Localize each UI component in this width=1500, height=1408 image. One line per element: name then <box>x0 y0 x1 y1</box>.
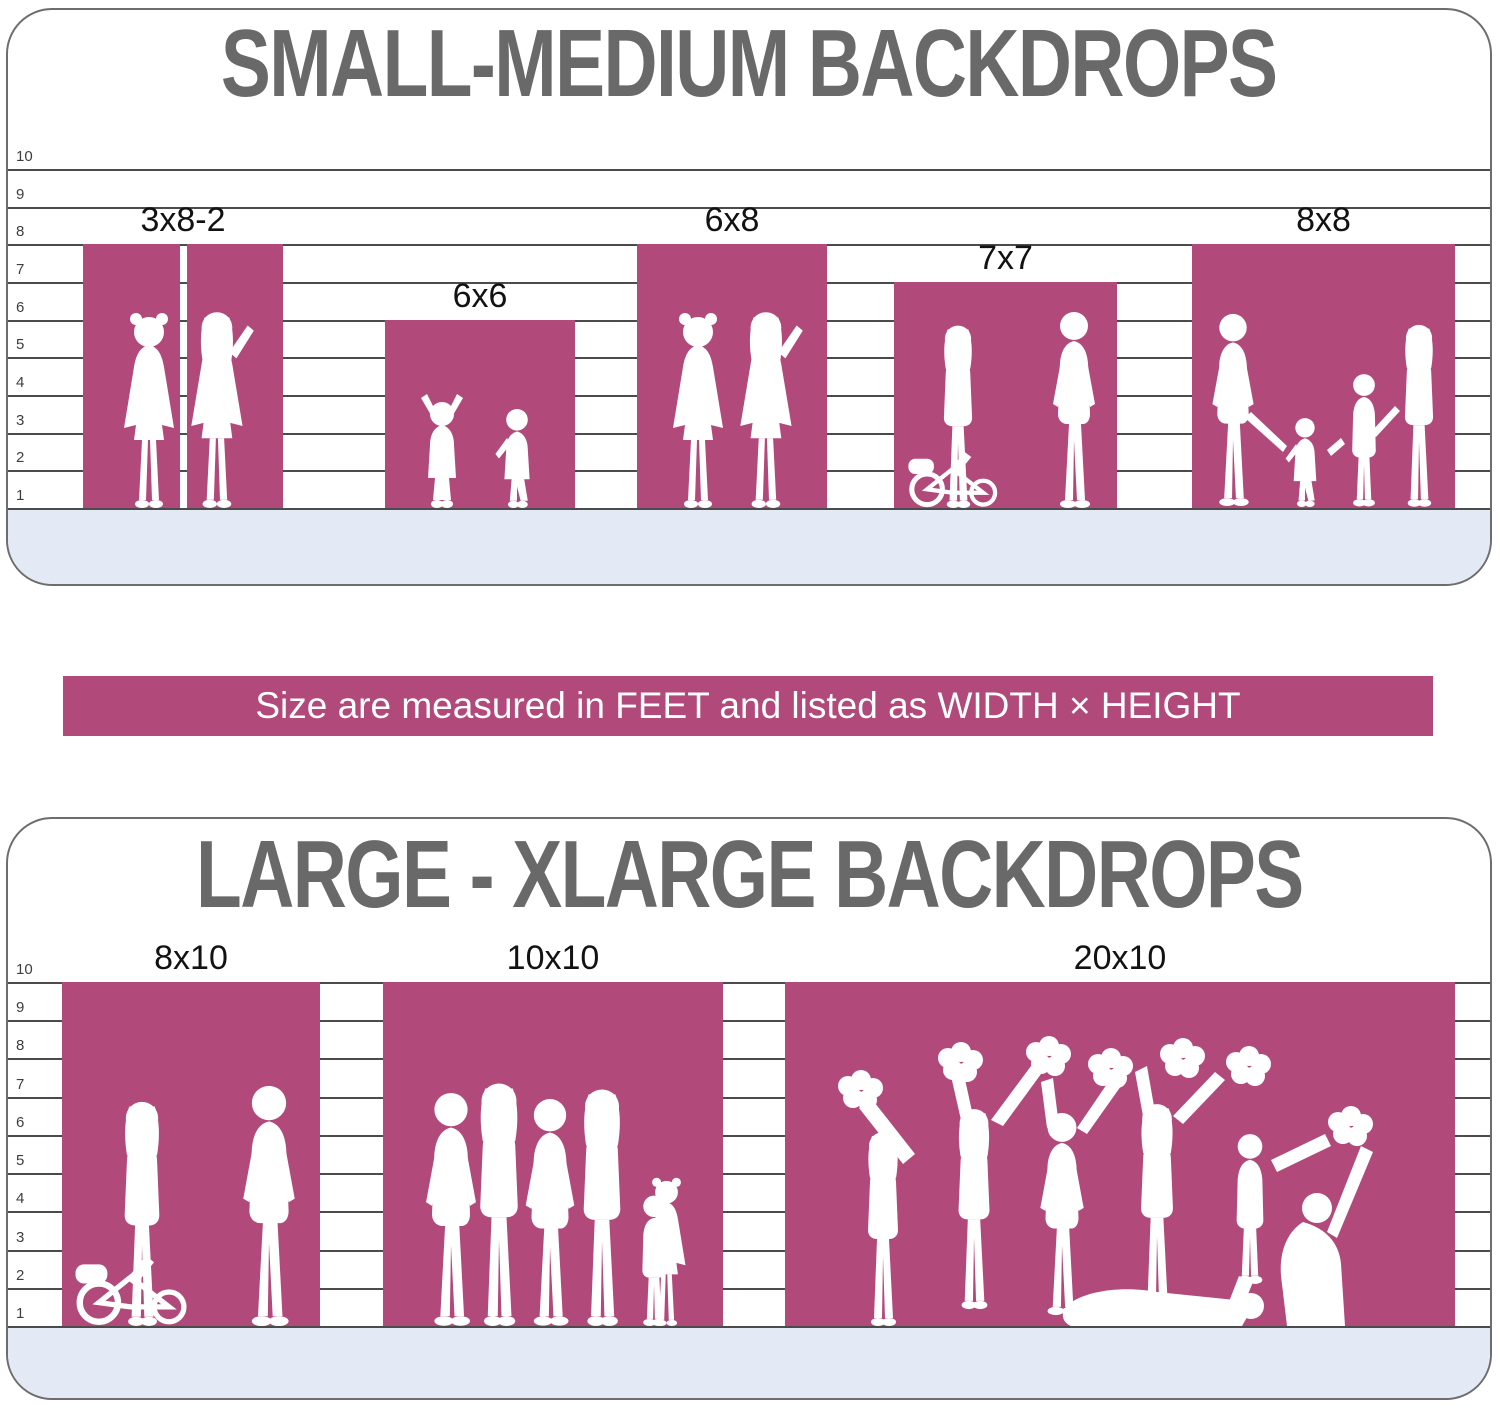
panel-title-text: SMALL-MEDIUM BACKDROPS <box>221 10 1278 117</box>
axis-tick: 10 <box>16 148 33 165</box>
axis-tick: 5 <box>16 1152 25 1169</box>
axis-tick: 3 <box>16 412 25 429</box>
axis-tick: 9 <box>16 186 25 203</box>
group-of-people-silhouette <box>426 1083 686 1326</box>
axis-tick: 8 <box>16 223 25 240</box>
floor-band <box>8 1326 1490 1398</box>
foot-line <box>8 1020 1490 1022</box>
floor-band <box>8 508 1490 584</box>
panel-title-small-medium: SMALL-MEDIUM BACKDROPS <box>8 12 1490 116</box>
backdrop-rect <box>385 320 575 508</box>
backdrop-size-label: 8x10 <box>154 939 228 977</box>
foot-line <box>8 1250 1490 1252</box>
axis-tick: 6 <box>16 1114 25 1131</box>
axis-tick: 4 <box>16 1190 25 1207</box>
size-note-text: Size are measured in FEET and listed as … <box>255 685 1241 726</box>
family-of-four-silhouette <box>1212 313 1434 507</box>
two-girls-silhouette <box>124 312 254 508</box>
axis-tick: 9 <box>16 999 25 1016</box>
woman-bike-man-silhouette <box>903 312 1095 508</box>
foot-line <box>8 1135 1490 1137</box>
cheerleading-squad-silhouette <box>838 1036 1373 1326</box>
axis-tick: 1 <box>16 487 25 504</box>
backdrop-6x6: 6x6 <box>385 277 575 508</box>
large-xlarge-panel: LARGE - XLARGE BACKDROPS 10 9 8 7 6 5 4 … <box>6 817 1492 1400</box>
axis-tick: 2 <box>16 449 25 466</box>
two-girls-silhouette <box>673 312 803 508</box>
backdrop-3x8-2: 3x8-2 <box>83 201 283 508</box>
backdrop-size-label: 10x10 <box>506 939 600 977</box>
axis-tick: 7 <box>16 1076 25 1093</box>
axis-tick: 10 <box>16 961 33 978</box>
panel-title-text: LARGE - XLARGE BACKDROPS <box>195 821 1304 928</box>
foot-line <box>8 982 1490 984</box>
backdrop-size-label: 8x8 <box>1296 201 1351 239</box>
backdrop-size-label: 20x10 <box>1073 939 1167 977</box>
backdrop-size-label: 7x7 <box>978 239 1033 277</box>
backdrop-6x8: 6x8 <box>637 201 827 508</box>
backdrop-20x10: 20x10 <box>785 939 1455 1326</box>
foot-line <box>8 1058 1490 1060</box>
panel-title-large-xlarge: LARGE - XLARGE BACKDROPS <box>8 823 1490 927</box>
foot-line <box>8 1288 1490 1290</box>
foot-line <box>8 1097 1490 1099</box>
backdrop-rect <box>637 244 827 508</box>
axis-tick: 2 <box>16 1267 25 1284</box>
backdrop-size-label: 3x8-2 <box>140 201 226 239</box>
two-toddlers-silhouette <box>421 394 530 508</box>
axis-tick: 6 <box>16 299 25 316</box>
backdrop-8x10: 8x10 <box>62 939 320 1326</box>
axis-tick: 7 <box>16 261 25 278</box>
size-note-banner: Size are measured in FEET and listed as … <box>63 676 1433 736</box>
axis-tick: 5 <box>16 336 25 353</box>
foot-line <box>8 1211 1490 1213</box>
axis-tick: 1 <box>16 1305 25 1322</box>
foot-line <box>8 207 1490 209</box>
foot-line <box>8 169 1490 171</box>
backdrop-size-label: 6x6 <box>452 277 508 315</box>
backdrop-7x7: 7x7 <box>894 239 1117 508</box>
small-medium-panel: SMALL-MEDIUM BACKDROPS 10 9 8 7 6 5 4 3 … <box>6 8 1492 586</box>
backdrop-size-label: 6x8 <box>704 201 760 239</box>
axis-tick: 8 <box>16 1037 25 1054</box>
woman-stroller-man-silhouette <box>71 1085 295 1326</box>
backdrop-10x10: 10x10 <box>383 939 723 1326</box>
backdrop-8x8: 8x8 <box>1192 201 1455 508</box>
axis-tick: 3 <box>16 1229 25 1246</box>
foot-line <box>8 1173 1490 1175</box>
axis-tick: 4 <box>16 374 25 391</box>
